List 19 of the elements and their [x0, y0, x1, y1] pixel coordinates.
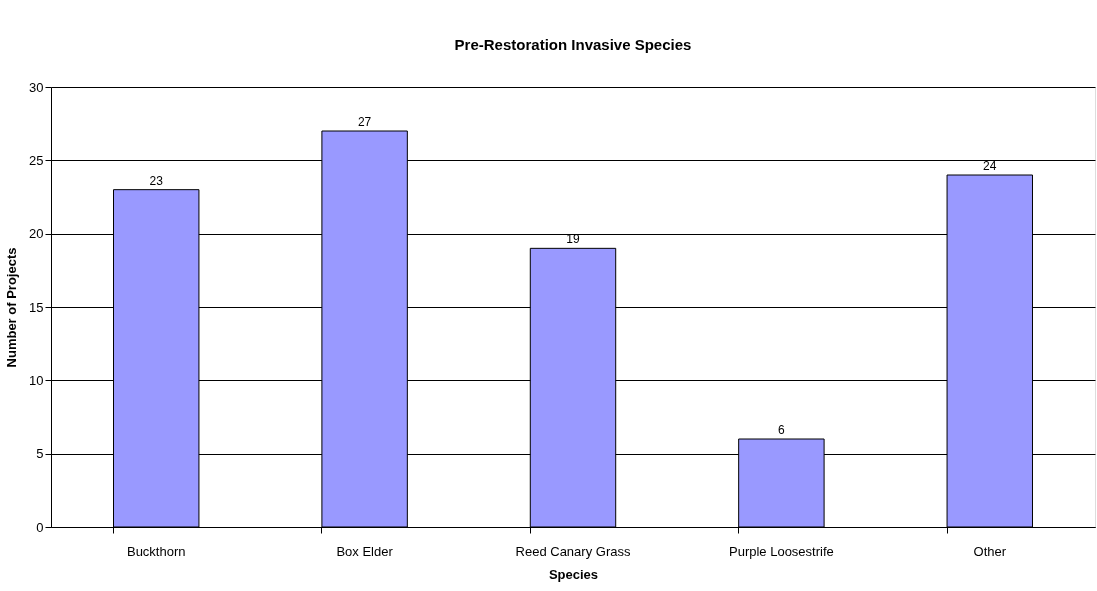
x-tick-label: Buckthorn	[126, 543, 186, 559]
y-tick-label: 25	[29, 152, 44, 168]
y-tick-label: 20	[29, 226, 44, 242]
x-tick-label: Other	[973, 543, 1007, 559]
data-label: 6	[778, 423, 786, 437]
data-label: 24	[983, 159, 997, 173]
y-tick-label: 10	[29, 372, 44, 388]
x-tick-label: Purple Loosestrife	[728, 543, 834, 559]
x-tick-label: Box Elder	[336, 543, 394, 559]
chart-title: Pre-Restoration Invasive Species	[454, 36, 692, 53]
x-tick-label: Reed Canary Grass	[515, 543, 631, 559]
y-tick-label: 5	[36, 446, 44, 462]
x-axis-title: Species	[548, 566, 599, 582]
y-tick-label: 15	[29, 299, 44, 315]
y-tick-label: 30	[29, 79, 44, 95]
data-label: 27	[357, 115, 372, 129]
y-axis-title: Number of Projects	[4, 247, 20, 368]
data-label: 23	[149, 173, 164, 188]
y-tick-label: 0	[36, 519, 44, 535]
